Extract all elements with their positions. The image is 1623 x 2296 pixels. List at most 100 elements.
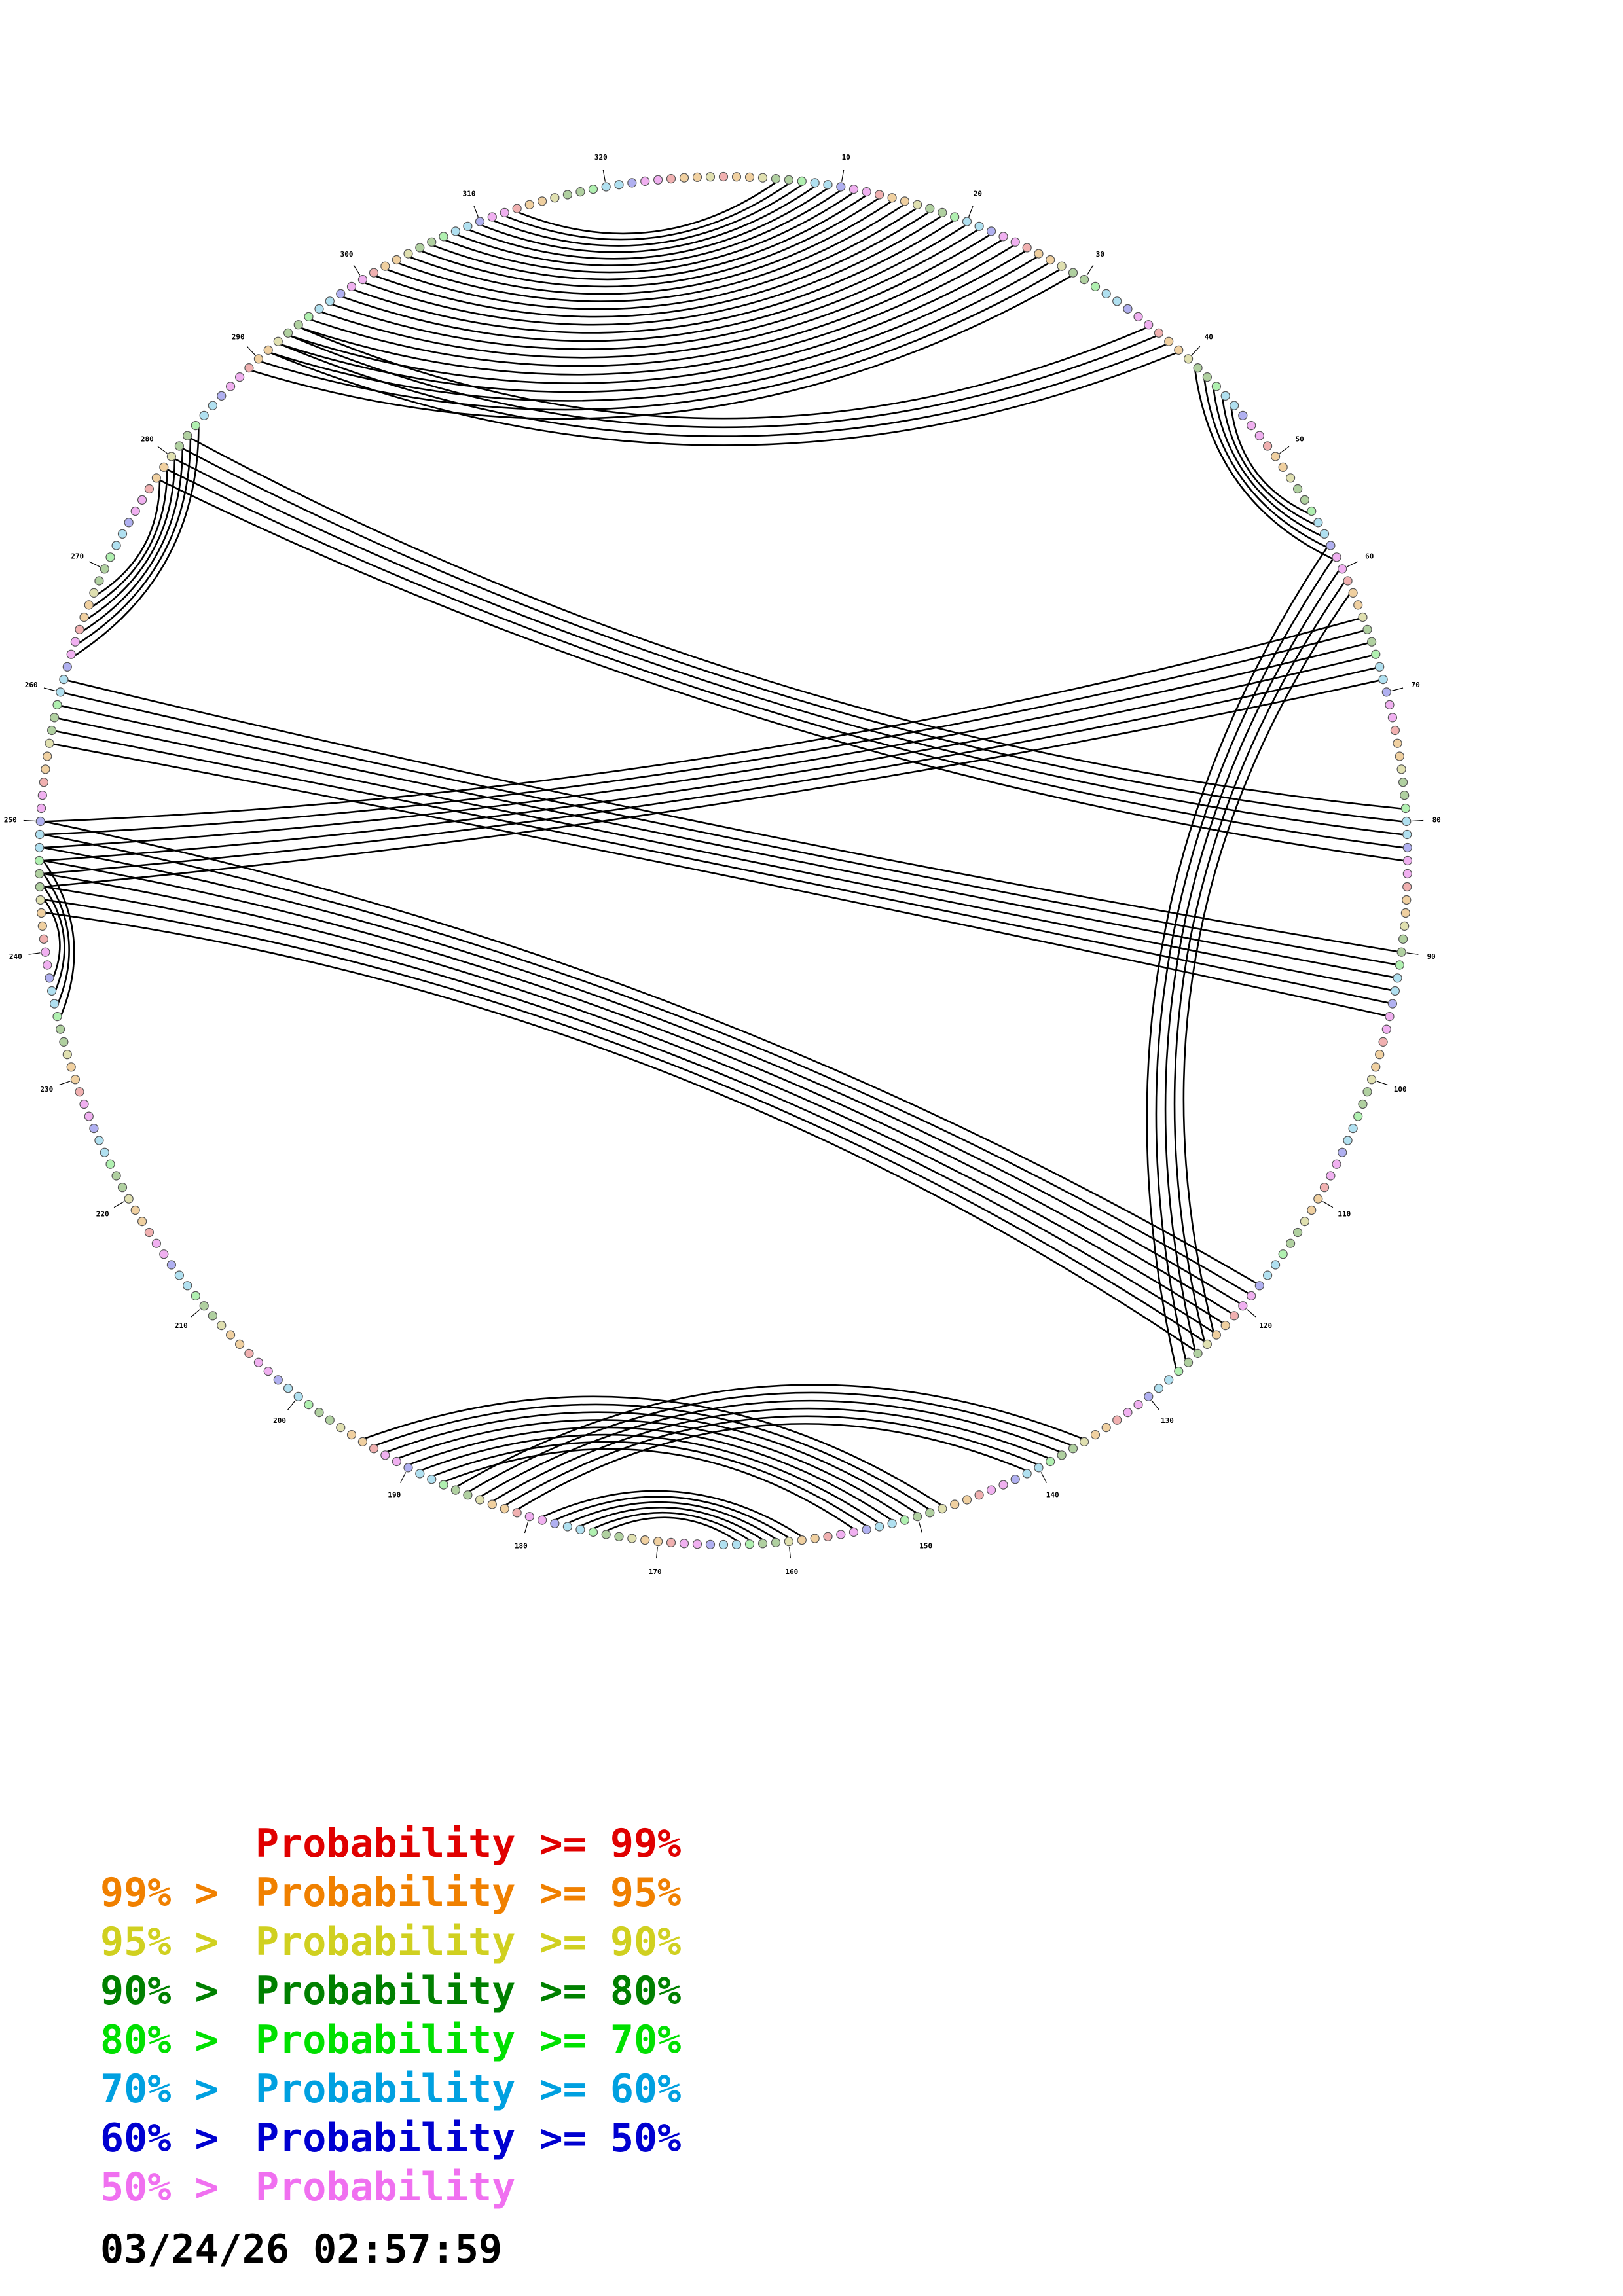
nucleotide-node <box>744 1539 755 1549</box>
tick-mark <box>918 1521 923 1534</box>
nucleotide-node <box>512 1508 522 1518</box>
nucleotide-node <box>1133 312 1143 321</box>
nucleotide-node <box>357 1437 368 1446</box>
nucleotide-node <box>36 908 46 918</box>
nucleotide-node <box>731 1539 742 1549</box>
tick-label: 90 <box>1427 952 1436 961</box>
nucleotide-node <box>1193 1348 1203 1358</box>
nucleotide-node <box>1353 600 1363 610</box>
nucleotide-node <box>89 588 99 598</box>
nucleotide-node <box>1367 637 1377 647</box>
nucleotide-node <box>35 895 45 905</box>
tick-mark <box>1406 952 1419 955</box>
tick-label: 140 <box>1046 1490 1059 1499</box>
base-pair-arc <box>468 1391 1072 1492</box>
nucleotide-node <box>1057 261 1067 271</box>
nucleotide-node <box>1123 304 1133 314</box>
legend-row-2: 99% > Probability >= 95% <box>0 1869 917 1918</box>
nucleotide-node <box>1395 960 1404 970</box>
nucleotide-node <box>588 185 598 194</box>
nucleotide-node <box>208 401 217 410</box>
tick-label: 300 <box>340 250 354 259</box>
nucleotide-node <box>1400 803 1410 814</box>
nucleotide-node <box>1387 999 1397 1009</box>
nucleotide-node <box>100 1147 109 1157</box>
nucleotide-node <box>244 363 254 373</box>
nucleotide-node <box>913 200 922 209</box>
nucleotide-node <box>1193 363 1203 373</box>
nucleotide-node <box>692 1539 702 1549</box>
nucleotide-node <box>614 180 624 190</box>
tick-mark <box>157 446 168 454</box>
nucleotide-node <box>1362 1087 1372 1097</box>
nucleotide-node <box>1390 986 1400 996</box>
nucleotide-node <box>475 217 485 226</box>
nucleotide-node <box>575 1524 585 1534</box>
nucleotide-node <box>998 232 1008 242</box>
base-pair-arc <box>43 886 1214 1333</box>
base-pair-arc <box>166 469 1404 849</box>
nucleotide-node <box>1220 391 1230 401</box>
nucleotide-node <box>244 1348 254 1358</box>
tick-mark <box>43 687 56 692</box>
base-pair-arc <box>433 1441 867 1527</box>
nucleotide-node <box>950 1499 960 1509</box>
nucleotide-node <box>475 1495 485 1505</box>
base-pair-arc <box>518 181 776 235</box>
tick-label: 110 <box>1338 1210 1351 1219</box>
base-pair-arc <box>1194 370 1334 560</box>
base-pair-arc <box>44 617 1360 823</box>
nucleotide-node <box>59 1037 69 1047</box>
tick-mark <box>399 1472 407 1483</box>
nucleotide-node <box>35 829 45 840</box>
tick-mark <box>789 1547 791 1559</box>
nucleotide-node <box>62 1050 72 1060</box>
tick-label: 30 <box>1096 250 1104 259</box>
base-pair-arc <box>398 1419 905 1517</box>
nucleotide-node <box>823 180 833 190</box>
nucleotide-node <box>1220 1320 1230 1331</box>
nucleotide-node <box>159 462 169 472</box>
nucleotide-node <box>45 738 54 748</box>
nucleotide-node <box>692 172 702 182</box>
base-pair-arc <box>505 183 790 241</box>
nucleotide-node <box>627 1534 637 1543</box>
tick-label: 180 <box>515 1541 528 1550</box>
nucleotide-node <box>1270 452 1281 461</box>
tick-label: 220 <box>96 1210 109 1219</box>
legend-row-2-prefix: 99% > <box>100 1870 242 1916</box>
base-pair-arc <box>409 201 892 295</box>
nucleotide-node <box>1393 738 1402 748</box>
nucleotide-node <box>487 1499 497 1509</box>
legend-row-3: 95% > Probability >= 90% <box>0 1918 917 1967</box>
nucleotide-node <box>1247 1291 1256 1301</box>
nucleotide-node <box>1332 552 1341 562</box>
nucleotide-node <box>70 637 81 647</box>
nucleotide-node <box>487 212 497 222</box>
nucleotide-node <box>130 1205 140 1215</box>
nucleotide-node <box>1229 1311 1239 1321</box>
nucleotide-node <box>1034 249 1044 259</box>
nucleotide-node <box>1285 473 1296 483</box>
nucleotide-node <box>986 226 996 236</box>
tick-label: 230 <box>40 1085 53 1094</box>
nucleotide-node <box>111 541 121 550</box>
nucleotide-node <box>199 1301 209 1311</box>
nucleotide-node <box>974 221 984 231</box>
nucleotide-node <box>1353 1111 1363 1121</box>
nucleotide-node <box>66 649 76 659</box>
nucleotide-node <box>1402 842 1412 853</box>
base-pair-arc <box>481 1399 1061 1498</box>
base-pair-arc <box>1155 558 1334 1360</box>
legend-row-8: 50% > Probability <box>0 2163 917 2212</box>
base-pair-arc <box>364 1395 942 1506</box>
legend-row-3-prefix: 95% > <box>100 1919 242 1965</box>
base-pair-arc <box>606 1516 737 1541</box>
nucleotide-node <box>208 1311 217 1321</box>
nucleotide-node <box>463 1490 473 1500</box>
base-pair-arc <box>44 899 1205 1342</box>
nucleotide-node <box>810 178 820 188</box>
nucleotide-node <box>862 1524 871 1534</box>
nucleotide-node <box>679 173 689 183</box>
nucleotide-node <box>183 431 192 440</box>
